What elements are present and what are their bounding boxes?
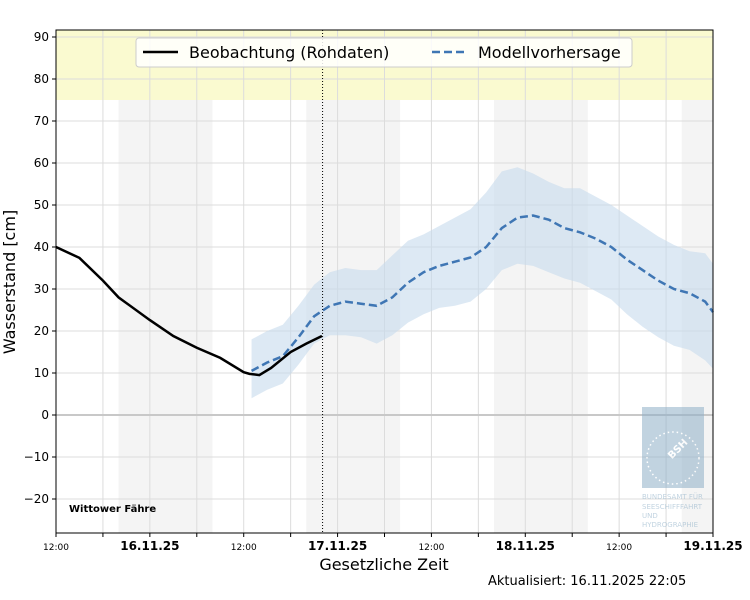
legend: Beobachtung (Rohdaten) Modellvorhersage: [135, 37, 633, 68]
y-tick-label: 30: [34, 282, 49, 296]
updated-timestamp: Aktualisiert: 16.11.2025 22:05: [488, 574, 686, 589]
y-tick-label: 70: [34, 114, 49, 128]
x-tick-label: 17.11.25: [308, 539, 367, 553]
x-tick-label: 12:00: [418, 543, 444, 553]
x-tick-label: 19.11.25: [683, 539, 742, 553]
forecast-uncertainty-band: [251, 167, 714, 399]
night-band: [494, 30, 588, 533]
y-tick-label: 80: [34, 72, 49, 86]
night-band: [118, 30, 213, 533]
y-tick-label: 60: [34, 156, 49, 170]
x-tick-label: 12:00: [231, 543, 257, 553]
y-tick-label: −20: [24, 492, 49, 506]
y-tick-label: 10: [34, 366, 49, 380]
x-tick-label: 16.11.25: [120, 539, 179, 553]
logo-line: UND: [642, 512, 658, 520]
y-tick-label: 20: [34, 324, 49, 338]
y-tick-label: −10: [24, 450, 49, 464]
logo-circle: [646, 431, 700, 485]
x-tick-label: 12:00: [43, 543, 69, 553]
forecast-line: [250, 214, 715, 373]
observation-line: [55, 245, 323, 377]
x-tick-label: 12:00: [606, 543, 632, 553]
x-axis-label: Gesetzliche Zeit: [319, 555, 448, 574]
legend-label-observation: Beobachtung (Rohdaten): [189, 43, 389, 62]
y-tick-label: 40: [34, 240, 49, 254]
x-tick-label: 18.11.25: [496, 539, 555, 553]
y-tick-label: 90: [34, 30, 49, 44]
logo-line: BUNDESAMT FÜR: [642, 492, 703, 501]
y-tick-label: 50: [34, 198, 49, 212]
y-tick-label: 0: [41, 408, 49, 422]
station-label: Wittower Fähre: [69, 504, 156, 515]
logo-line: HYDROGRAPHIE: [642, 521, 698, 529]
bsh-logo: BSH BUNDESAMT FÜR SEESCHIFFFAHRT UND HYD…: [642, 407, 704, 529]
legend-label-forecast: Modellvorhersage: [478, 43, 621, 62]
logo-line: SEESCHIFFFAHRT: [642, 503, 703, 511]
y-axis-label: Wasserstand [cm]: [0, 210, 19, 354]
legend-box: [135, 37, 633, 68]
